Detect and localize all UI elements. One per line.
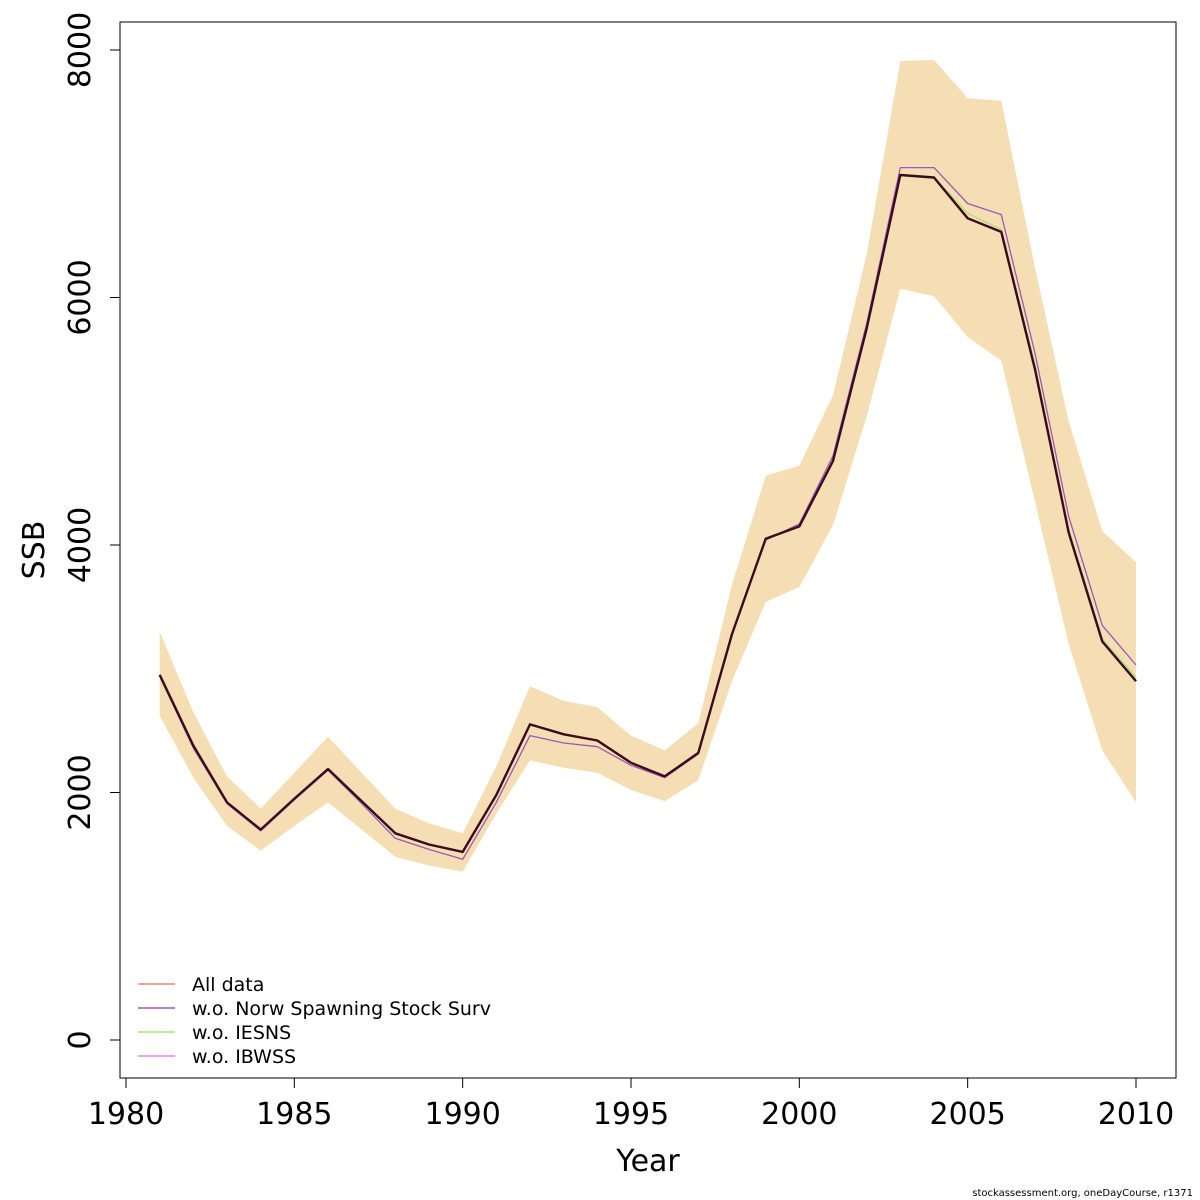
x-tick-label: 1990	[424, 1097, 500, 1132]
x-axis: 1980 1985 1990 1995 2000 2005 2010	[88, 1077, 1174, 1132]
y-tick-label: 2000	[63, 754, 98, 830]
confidence-band	[159, 59, 1136, 872]
y-tick-label: 0	[63, 1030, 98, 1049]
y-tick-label: 8000	[63, 12, 98, 88]
y-axis-title: SSB	[17, 521, 52, 580]
confidence-band-layer	[159, 59, 1136, 872]
legend-label: w.o. Norw Spawning Stock Surv	[192, 998, 491, 1020]
legend-label: w.o. IESNS	[192, 1022, 291, 1044]
legend-label: w.o. IBWSS	[192, 1046, 296, 1068]
credit-text: stockassessment.org, oneDayCourse, r1371	[972, 1188, 1193, 1199]
x-tick-label: 2000	[761, 1097, 837, 1132]
series-lines-layer	[158, 166, 1137, 860]
legend-label: All data	[192, 974, 264, 996]
x-axis-title: Year	[615, 1144, 680, 1179]
y-axis: 0 2000 4000 6000 8000	[63, 12, 121, 1050]
x-tick-label: 1980	[88, 1097, 164, 1132]
y-tick-label: 6000	[63, 259, 98, 335]
x-tick-label: 2005	[929, 1097, 1005, 1132]
series-line-5	[158, 173, 1137, 854]
y-tick-label: 4000	[63, 507, 98, 583]
x-tick-label: 1985	[256, 1097, 332, 1132]
x-tick-label: 1995	[593, 1097, 669, 1132]
x-tick-label: 2010	[1098, 1097, 1174, 1132]
